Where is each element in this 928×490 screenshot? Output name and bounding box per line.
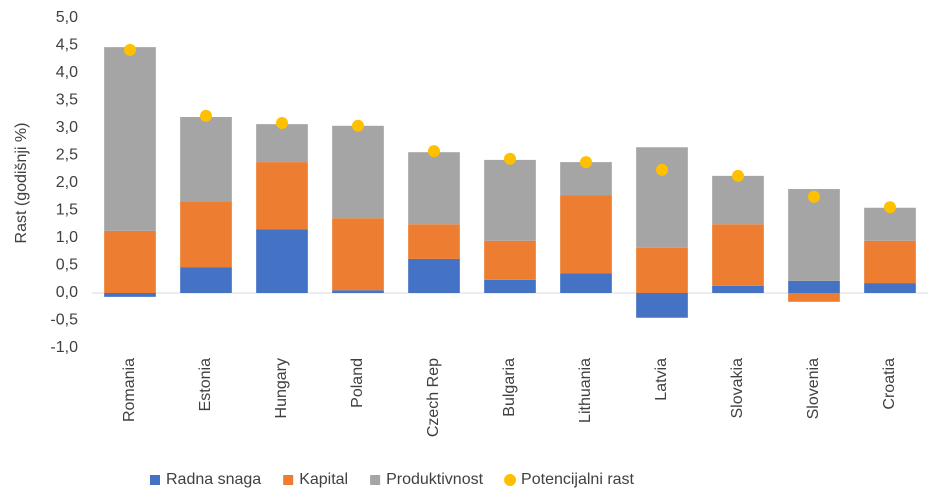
- dot: [732, 169, 744, 182]
- legend-swatch: [504, 474, 517, 486]
- legend-swatch: [370, 475, 381, 485]
- x-tick-label: Slovakia: [729, 358, 746, 419]
- x-tick-label: Latvia: [653, 358, 670, 401]
- dot: [580, 156, 592, 169]
- y-tick-label: 0,0: [56, 284, 78, 301]
- dot: [428, 145, 440, 158]
- bar-segment: [104, 47, 156, 231]
- bar-segment: [636, 247, 688, 293]
- dot: [884, 201, 896, 214]
- bar-segment: [104, 293, 156, 297]
- bar-segment: [636, 147, 688, 248]
- bar-segment: [180, 267, 232, 293]
- bar-segment: [788, 189, 840, 281]
- y-tick-label: 4,0: [56, 64, 78, 81]
- bar-segment: [636, 293, 688, 318]
- y-tick-label: 5,0: [56, 9, 78, 26]
- dot: [504, 152, 516, 165]
- legend-label: Produktivnost: [386, 471, 483, 488]
- y-tick-label: 1,0: [56, 229, 78, 246]
- bar-segment: [180, 201, 232, 268]
- dot: [808, 190, 820, 203]
- bar-segment: [864, 283, 916, 293]
- bar-segment: [180, 117, 232, 202]
- y-axis-title: Rast (godišnji %): [13, 123, 30, 244]
- y-tick-label: 4,5: [56, 37, 78, 54]
- bar-segment: [256, 162, 308, 230]
- bar-segment: [256, 229, 308, 293]
- bar-segment: [256, 124, 308, 163]
- bar-segment: [484, 159, 536, 241]
- dot: [352, 119, 364, 132]
- x-tick-label: Bulgaria: [501, 358, 518, 417]
- x-tick-label: Lithuania: [577, 358, 594, 423]
- x-tick-label: Poland: [349, 358, 366, 408]
- x-tick-label: Slovenia: [805, 358, 822, 419]
- bar-segment: [408, 258, 460, 293]
- bar-segment: [484, 240, 536, 280]
- legend-label: Potencijalni rast: [521, 471, 635, 488]
- bar-segment: [408, 224, 460, 259]
- bar-segment: [712, 175, 764, 225]
- bar-segment: [864, 240, 916, 284]
- legend-label: Radna snaga: [166, 471, 261, 488]
- x-tick-label: Hungary: [273, 358, 290, 418]
- x-tick-label: Romania: [121, 358, 138, 422]
- bar-segment: [864, 207, 916, 241]
- legend-swatch: [283, 475, 294, 485]
- legend-swatch: [150, 475, 160, 485]
- bar-segment: [408, 152, 460, 225]
- bar-segment: [332, 125, 384, 219]
- dot: [656, 163, 668, 176]
- bar-segment: [560, 195, 612, 274]
- y-tick-label: -0,5: [50, 312, 78, 329]
- bar-segment: [560, 273, 612, 293]
- bar-segment: [484, 279, 536, 293]
- y-tick-label: 0,5: [56, 257, 78, 274]
- bar-segment: [332, 218, 384, 291]
- bar-segment: [788, 293, 840, 302]
- x-tick-label: Czech Rep: [425, 358, 442, 437]
- bar-segment: [788, 280, 840, 293]
- bar-segment: [104, 230, 156, 293]
- bar-segment: [712, 285, 764, 293]
- y-tick-label: 2,5: [56, 147, 78, 164]
- bar-segment: [712, 224, 764, 286]
- x-tick-label: Croatia: [881, 358, 898, 410]
- y-tick-label: 2,0: [56, 174, 78, 191]
- dot: [276, 117, 288, 130]
- legend-label: Kapital: [299, 471, 348, 488]
- y-tick-label: 1,5: [56, 202, 78, 219]
- bar-segment: [332, 290, 384, 293]
- y-tick-label: -1,0: [50, 339, 78, 356]
- y-tick-label: 3,0: [56, 119, 78, 136]
- dot: [200, 109, 212, 122]
- dot: [124, 43, 136, 56]
- x-tick-label: Estonia: [197, 358, 214, 411]
- y-tick-label: 3,5: [56, 92, 78, 109]
